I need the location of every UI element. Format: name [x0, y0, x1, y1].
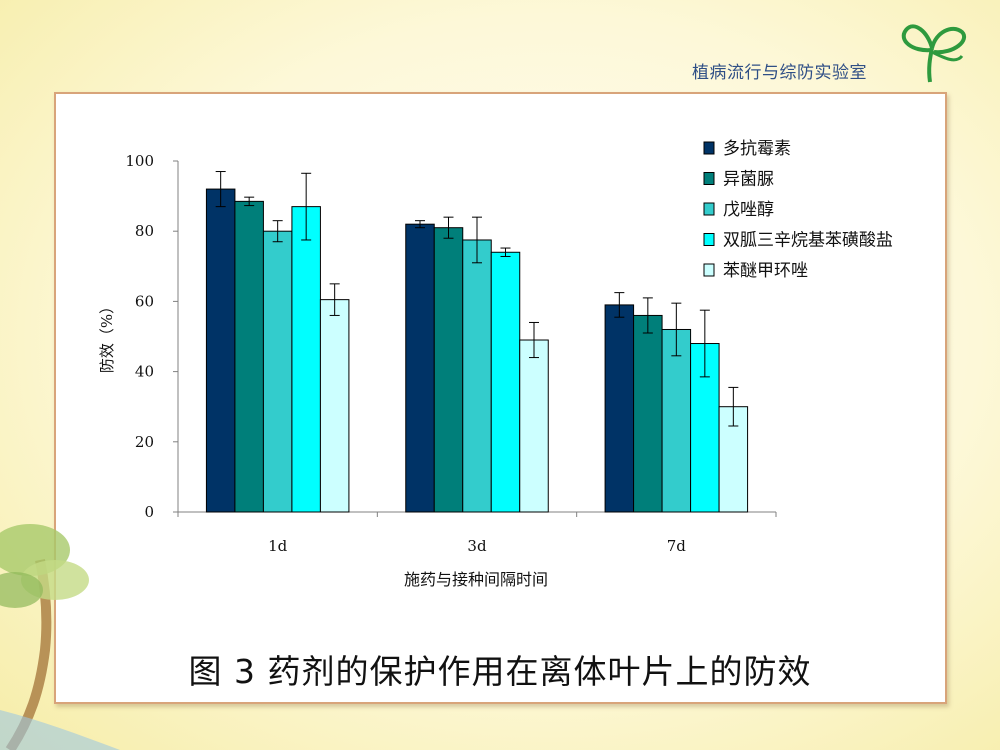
- legend-swatch: [703, 172, 715, 185]
- tree-decoration-icon: [0, 524, 120, 750]
- legend-swatch: [703, 141, 715, 155]
- y-axis-label: 防效（%）: [98, 299, 116, 373]
- y-tick-label: 40: [135, 363, 154, 381]
- y-tick-label: 20: [135, 433, 154, 451]
- bar: [291, 206, 321, 513]
- bar: [405, 223, 435, 513]
- chart-bars: [205, 171, 749, 513]
- x-axis-label: 施药与接种间隔时间: [404, 570, 548, 589]
- bar: [661, 328, 692, 513]
- sprout-logo-icon: [901, 24, 966, 83]
- bar: [433, 227, 464, 513]
- bar: [633, 314, 663, 513]
- legend-swatch: [703, 202, 715, 216]
- bar: [490, 251, 521, 513]
- lab-name: 植病流行与综防实验室: [692, 63, 867, 83]
- x-tick-label: 7d: [667, 537, 687, 555]
- bar: [462, 239, 492, 513]
- legend-label: 异菌脲: [723, 170, 774, 190]
- legend-label: 多抗霉素: [723, 139, 791, 159]
- bar: [519, 339, 549, 513]
- bar: [262, 230, 293, 513]
- legend-swatch: [703, 233, 715, 246]
- y-tick-label: 60: [135, 292, 154, 310]
- x-tick-label: 1d: [268, 537, 288, 555]
- legend-label: 双胍三辛烷基苯磺酸盐: [723, 231, 893, 251]
- y-tick-label: 80: [135, 222, 154, 240]
- bar: [205, 188, 236, 513]
- bar: [234, 200, 264, 513]
- y-tick-label: 0: [144, 503, 154, 521]
- chart-axes: 0 20 40 60 80 100 1d 3d 7d: [125, 152, 777, 555]
- legend-label: 苯醚甲环唑: [723, 261, 808, 281]
- legend-swatch: [703, 263, 715, 277]
- x-tick-label: 3d: [467, 537, 487, 555]
- bar: [319, 299, 350, 513]
- legend-label: 戊唑醇: [723, 200, 774, 220]
- y-tick-label: 100: [125, 152, 154, 170]
- figure-caption: 图 3 药剂的保护作用在离体叶片上的防效: [188, 652, 812, 691]
- bar: [604, 304, 635, 513]
